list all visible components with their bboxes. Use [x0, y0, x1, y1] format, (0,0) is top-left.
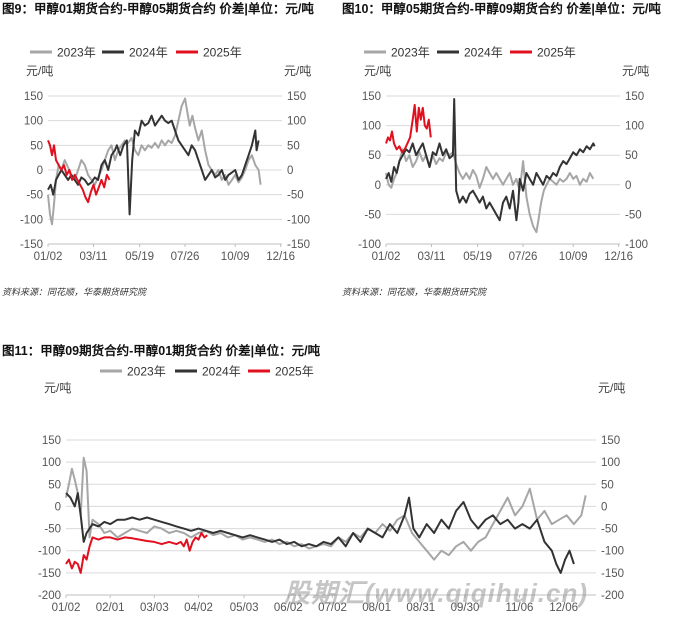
figure-9-source: 资料来源：同花顺，华泰期货研究院 — [2, 287, 147, 297]
y-tick-label-right: -50 — [601, 524, 618, 536]
y-axis-unit-left: 元/吨 — [44, 381, 71, 395]
legend-label: 2025年 — [203, 46, 242, 60]
y-axis-unit-right: 元/吨 — [284, 64, 311, 78]
x-tick-label: 08/01 — [362, 602, 391, 614]
x-tick-label: 05/19 — [463, 251, 492, 263]
y-tick-label-left: 150 — [24, 91, 43, 103]
y-tick-label-right: 150 — [625, 91, 644, 103]
x-tick-label: 12/16 — [266, 251, 295, 263]
series-line — [47, 140, 111, 204]
y-tick-label-right: -100 — [601, 546, 624, 558]
y-tick-label-right: 100 — [287, 116, 306, 128]
y-tick-label-right: -150 — [601, 568, 624, 580]
y-tick-label-right: 50 — [601, 479, 614, 491]
x-tick-label: 04/02 — [184, 602, 213, 614]
y-tick-label-left: -50 — [26, 190, 43, 202]
y-tick-label-right: -100 — [625, 239, 648, 251]
series-line — [47, 97, 262, 226]
x-tick-label: 03/11 — [79, 251, 107, 263]
y-tick-label-right: 150 — [601, 435, 620, 447]
y-tick-label-right: 100 — [601, 457, 620, 469]
y-tick-label-right: -150 — [287, 239, 310, 251]
legend-label: 2025年 — [275, 365, 314, 379]
y-tick-label-left: 150 — [362, 91, 381, 103]
series-line — [65, 456, 587, 561]
y-tick-label-left: -100 — [358, 239, 381, 251]
y-tick-label-left: -50 — [364, 209, 381, 221]
y-tick-label-left: 50 — [30, 140, 43, 152]
y-axis-unit-right: 元/吨 — [598, 381, 625, 395]
watermark: 股期汇(www.qiqihui.cn) — [284, 578, 589, 608]
legend-label: 2023年 — [57, 46, 96, 60]
y-tick-label-left: -50 — [44, 524, 61, 536]
x-tick-label: 10/09 — [221, 251, 250, 263]
y-tick-label-right: -50 — [625, 209, 642, 221]
figure-11-title: 图11：甲醇09期货合约-甲醇01期货合约 价差|单位：元/吨 — [2, 344, 321, 358]
x-tick-label: 05/19 — [125, 251, 154, 263]
x-tick-label: 07/02 — [318, 602, 347, 614]
figure-9-title: 图9：甲醇01期货合约-甲醇05期货合约 价差|单位：元/吨 — [2, 2, 314, 16]
figure-10-title: 图10：甲醇05期货合约-甲醇09期货合约 价差|单位：元/吨 — [342, 2, 661, 16]
x-tick-label: 01/02 — [52, 602, 81, 614]
y-tick-label-right: 0 — [287, 165, 293, 177]
y-tick-label-left: -100 — [38, 546, 61, 558]
legend-label: 2024年 — [129, 46, 168, 60]
x-tick-label: 02/01 — [96, 602, 125, 614]
x-tick-label: 06/02 — [274, 602, 303, 614]
y-axis-unit-left: 元/吨 — [364, 64, 391, 78]
figure-10-source: 资料来源：同花顺，华泰期货研究院 — [342, 287, 487, 297]
x-tick-label: 12/06 — [549, 602, 578, 614]
y-tick-label-left: 100 — [24, 116, 43, 128]
y-axis-unit-left: 元/吨 — [26, 64, 53, 78]
series-line — [47, 114, 260, 216]
x-tick-label: 05/03 — [230, 602, 259, 614]
x-tick-label: 07/26 — [509, 251, 538, 263]
x-tick-label: 10/09 — [559, 251, 588, 263]
x-tick-label: 09/30 — [451, 602, 480, 614]
y-tick-label-left: 0 — [55, 501, 61, 513]
series-line — [385, 103, 432, 154]
legend-label: 2023年 — [127, 365, 166, 379]
x-tick-label: 12/16 — [604, 251, 633, 263]
y-tick-label-right: -200 — [601, 590, 624, 602]
y-tick-label-left: -200 — [38, 590, 61, 602]
y-tick-label-left: 150 — [42, 435, 61, 447]
legend-label: 2024年 — [202, 365, 241, 379]
legend-label: 2024年 — [464, 46, 503, 60]
y-tick-label-right: 0 — [601, 501, 607, 513]
y-tick-label-right: -50 — [287, 190, 304, 202]
y-tick-label-left: -150 — [38, 568, 61, 580]
series-line — [385, 148, 595, 234]
y-tick-label-left: 100 — [42, 457, 61, 469]
series-line — [65, 492, 575, 574]
x-tick-label: 11/06 — [505, 602, 533, 614]
legend-label: 2023年 — [391, 46, 430, 60]
y-tick-label-right: 50 — [287, 140, 300, 152]
y-tick-label-right: 100 — [625, 121, 644, 133]
y-tick-label-left: -150 — [20, 239, 43, 251]
x-tick-label: 08/31 — [406, 602, 435, 614]
y-tick-label-left: -100 — [20, 214, 43, 226]
y-tick-label-left: 50 — [48, 479, 61, 491]
y-tick-label-left: 0 — [375, 180, 381, 192]
y-tick-label-left: 0 — [37, 165, 43, 177]
y-tick-label-right: 0 — [625, 180, 631, 192]
y-tick-label-right: 50 — [625, 150, 638, 162]
series-line — [385, 98, 596, 222]
series-line — [65, 532, 208, 574]
x-tick-label: 07/26 — [171, 251, 200, 263]
x-tick-label: 03/11 — [417, 251, 445, 263]
x-tick-label: 01/02 — [34, 251, 63, 263]
x-tick-label: 01/02 — [372, 251, 401, 263]
y-tick-label-left: 50 — [368, 150, 381, 162]
x-tick-label: 03/03 — [140, 602, 169, 614]
y-tick-label-left: 100 — [362, 121, 381, 133]
y-tick-label-right: -100 — [287, 214, 310, 226]
y-tick-label-right: 150 — [287, 91, 306, 103]
legend-label: 2025年 — [537, 46, 576, 60]
y-axis-unit-right: 元/吨 — [622, 64, 649, 78]
